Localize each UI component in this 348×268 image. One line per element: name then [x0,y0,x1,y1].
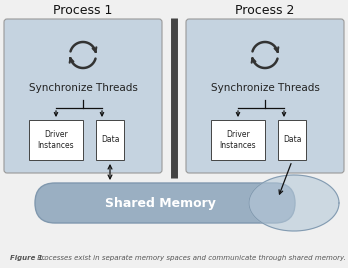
Text: Driver
Instances: Driver Instances [38,130,74,150]
Text: Data: Data [283,136,301,144]
Text: Process 2: Process 2 [235,4,295,17]
Text: Process 1: Process 1 [53,4,113,17]
Text: Shared Memory: Shared Memory [104,196,215,210]
FancyBboxPatch shape [186,19,344,173]
Text: Driver
Instances: Driver Instances [220,130,256,150]
Polygon shape [249,175,339,231]
FancyBboxPatch shape [29,120,83,160]
Text: Processes exist in separate memory spaces and communicate through shared memory.: Processes exist in separate memory space… [35,255,346,261]
FancyBboxPatch shape [211,120,265,160]
FancyBboxPatch shape [4,19,162,173]
Text: Synchronize Threads: Synchronize Threads [29,83,137,93]
FancyBboxPatch shape [96,120,124,160]
Text: Synchronize Threads: Synchronize Threads [211,83,319,93]
FancyBboxPatch shape [35,183,295,223]
FancyBboxPatch shape [278,120,306,160]
Text: Figure 1.: Figure 1. [10,255,46,261]
Text: Data: Data [101,136,119,144]
